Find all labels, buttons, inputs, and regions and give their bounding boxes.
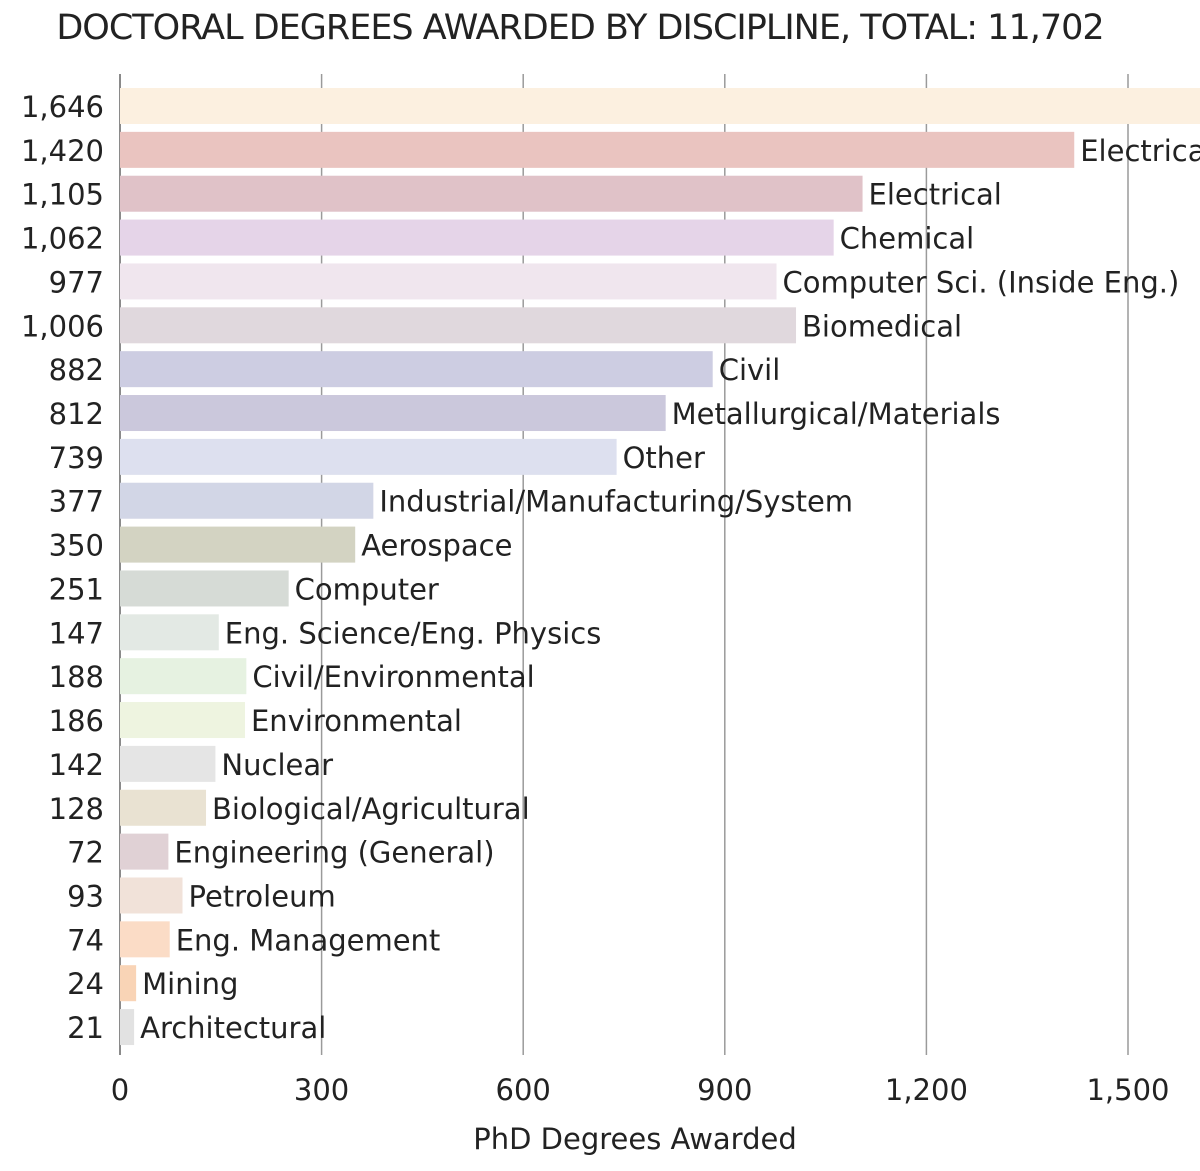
bar [120,702,245,739]
x-tick-label: 600 [496,1073,551,1107]
bar [120,745,216,782]
category-label: Electrical [869,178,1002,212]
value-label: 74 [67,923,104,957]
value-label: 977 [49,265,104,299]
x-tick-label: 1,200 [885,1073,968,1107]
x-tick-label: 1,500 [1086,1073,1169,1107]
value-label: 147 [49,616,104,650]
x-tick-label: 900 [697,1073,752,1107]
value-label: 188 [49,660,104,694]
value-label: 350 [49,529,104,563]
value-label: 882 [49,353,104,387]
category-label: Eng. Management [176,923,441,957]
category-labels: MechanicalElectrical/ComputerElectricalC… [140,134,1200,1045]
value-label: 72 [67,836,104,870]
value-label: 186 [49,704,104,738]
category-label: Aerospace [361,529,512,563]
bar [120,482,374,519]
bar [120,1009,135,1046]
category-label: Biomedical [802,309,962,343]
bar [120,658,247,695]
category-label: Chemical [840,222,975,256]
value-label: 1,646 [21,90,104,124]
value-label: 739 [49,441,104,475]
category-label: Engineering (General) [174,836,494,870]
category-label: Environmental [251,704,462,738]
bars [120,88,1200,1046]
x-axis-ticks: 0 300 600 900 1,200 1,500 [111,1073,1170,1107]
value-label: 251 [49,572,104,606]
bar [120,219,834,256]
value-labels: 1,646 1,420 1,105 1,062 977 1,006 882 812 739 377… [21,90,104,1045]
bar [120,614,219,651]
bar [120,526,356,563]
value-label: 1,006 [21,309,104,343]
value-label: 128 [49,792,104,826]
bar [120,877,183,914]
category-label: Industrial/Manufacturing/System [379,485,853,519]
category-label: Civil/Environmental [252,660,534,694]
category-label: Computer [295,572,439,606]
value-label: 142 [49,748,104,782]
value-label: 1,062 [21,222,104,256]
value-label: 812 [49,397,104,431]
bar [120,438,617,475]
x-tick-label: 300 [294,1073,349,1107]
value-label: 1,420 [21,134,104,168]
category-label: Other [623,441,705,475]
value-label: 93 [67,879,104,913]
category-label: Architectural [140,1011,326,1045]
category-label: Mining [142,967,238,1001]
bar [120,175,863,212]
x-axis-label: PhD Degrees Awarded [473,1122,797,1156]
category-label: Computer Sci. (Inside Eng.) [783,265,1180,299]
bar [120,965,137,1002]
category-label: Petroleum [188,879,335,913]
category-label: Nuclear [221,748,333,782]
bar [120,307,797,344]
value-label: 1,105 [21,178,104,212]
category-label: Electrical/Computer [1080,134,1200,168]
bar [120,131,1075,168]
bar [120,88,1200,124]
bar [120,351,713,388]
bar [120,395,666,432]
category-label: Metallurgical/Materials [672,397,1001,431]
chart-title: DOCTORAL DEGREES AWARDED BY DISCIPLINE, … [56,8,1104,48]
x-tick-label: 0 [111,1073,129,1107]
bar [120,263,777,300]
bar [120,789,207,826]
bar [120,833,169,870]
bar [120,921,170,958]
category-label: Eng. Science/Eng. Physics [225,616,602,650]
value-label: 24 [67,967,104,1001]
category-label: Biological/Agricultural [212,792,530,826]
value-label: 377 [49,485,104,519]
category-label: Civil [719,353,781,387]
value-label: 21 [67,1011,104,1045]
bar [120,570,289,607]
